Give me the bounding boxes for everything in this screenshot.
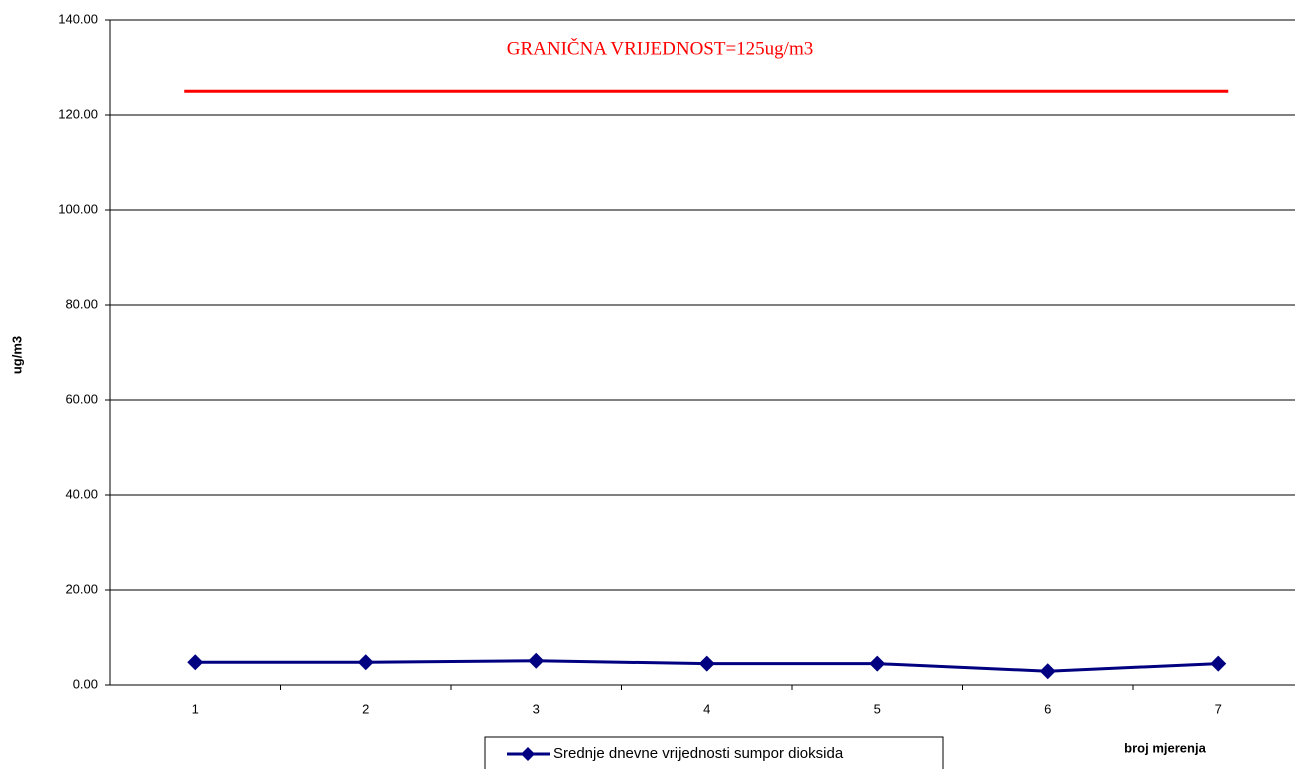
y-tick-label: 140.00 [58, 11, 98, 26]
y-tick-label: 80.00 [65, 296, 98, 311]
x-tick-label: 4 [703, 701, 710, 716]
legend-label: Srednje dnevne vrijednosti sumpor dioksi… [553, 745, 844, 762]
data-point [869, 655, 886, 672]
annotation: GRANIČNA VRIJEDNOST=125ug/m3 [507, 37, 813, 59]
data-point [357, 654, 374, 671]
x-tick-label: 7 [1215, 701, 1222, 716]
data-point [1210, 655, 1227, 672]
data-point [698, 655, 715, 672]
y-tick-label: 60.00 [65, 391, 98, 406]
x-tick-label: 6 [1044, 701, 1051, 716]
legend-box [484, 736, 944, 769]
y-tick-label: 100.00 [58, 201, 98, 216]
legend-marker [521, 747, 535, 761]
x-axis-title: broj mjerenja [1124, 740, 1206, 755]
y-tick-label: 40.00 [65, 486, 98, 501]
data-point [1039, 663, 1056, 680]
x-tick-label: 2 [362, 701, 369, 716]
data-point [187, 654, 204, 671]
x-tick-label: 5 [874, 701, 881, 716]
data-point [528, 652, 545, 669]
y-tick-label: 0.00 [73, 676, 98, 691]
y-axis-title: ug/m3 [9, 336, 24, 374]
y-tick-label: 20.00 [65, 581, 98, 596]
y-tick-label: 120.00 [58, 106, 98, 121]
x-tick-label: 1 [192, 701, 199, 716]
x-tick-label: 3 [533, 701, 540, 716]
